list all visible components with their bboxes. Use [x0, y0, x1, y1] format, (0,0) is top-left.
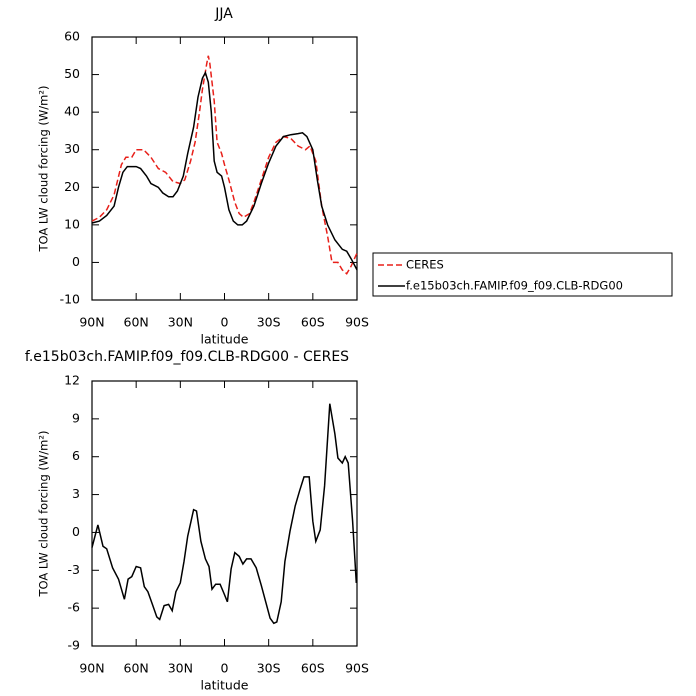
x-tick-label: 90N — [79, 315, 104, 330]
y-tick-label: -10 — [60, 292, 80, 307]
chart-title: f.e15b03ch.FAMIP.f09_f09.CLB-RDG00 - CER… — [25, 349, 349, 365]
y-axis-label: TOA LW cloud forcing (W/m²) — [37, 86, 51, 253]
y-tick-label: 20 — [64, 179, 80, 194]
x-tick-label: 0 — [221, 315, 229, 330]
data-line — [91, 55, 358, 275]
x-tick-label: 30S — [257, 661, 281, 676]
x-tick-label: 30N — [168, 661, 193, 676]
legend-label: f.e15b03ch.FAMIP.f09_f09.CLB-RDG00 — [406, 279, 623, 293]
y-tick-label: 0 — [72, 524, 80, 539]
x-tick-label: 90S — [345, 315, 369, 330]
legend-box — [372, 252, 673, 297]
y-tick-label: 50 — [64, 66, 80, 81]
x-tick-label: 30S — [257, 315, 281, 330]
y-tick-label: 3 — [72, 486, 80, 501]
plot-frame — [91, 380, 358, 647]
y-axis-label: TOA LW cloud forcing (W/m²) — [37, 431, 51, 598]
x-tick-label: 0 — [221, 661, 229, 676]
x-tick-label: 30N — [168, 315, 193, 330]
chart-title: JJA — [214, 6, 233, 22]
x-tick-label: 60S — [301, 315, 325, 330]
y-tick-label: -3 — [68, 562, 80, 577]
y-tick-label: 12 — [64, 373, 80, 388]
data-line — [91, 403, 358, 625]
y-tick-label: 9 — [72, 410, 80, 425]
x-axis-label: latitude — [201, 332, 249, 347]
x-tick-label: 90S — [345, 661, 369, 676]
y-tick-label: 6 — [72, 448, 80, 463]
legend-label: CERES — [406, 258, 444, 272]
x-tick-label: 60N — [124, 315, 149, 330]
data-line — [91, 70, 358, 271]
y-tick-label: 40 — [64, 104, 80, 119]
y-tick-label: 60 — [64, 29, 80, 44]
x-tick-label: 60S — [301, 661, 325, 676]
x-tick-label: 60N — [124, 661, 149, 676]
x-tick-label: 90N — [79, 661, 104, 676]
x-axis-label: latitude — [201, 678, 249, 693]
y-tick-label: 10 — [64, 216, 80, 231]
y-tick-label: -6 — [68, 600, 81, 615]
y-tick-label: 0 — [72, 254, 80, 269]
y-tick-label: 30 — [64, 141, 80, 156]
y-tick-label: -9 — [68, 638, 81, 653]
